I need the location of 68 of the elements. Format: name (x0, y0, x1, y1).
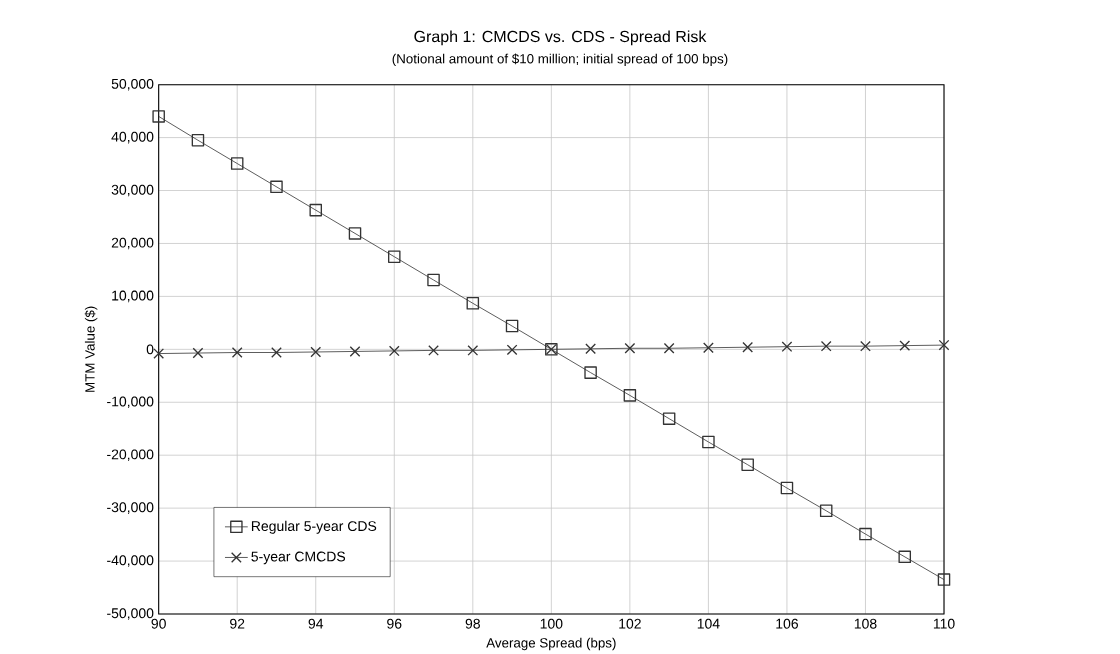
x-tick-label: 96 (387, 618, 402, 629)
point (270, 180, 283, 194)
point (702, 435, 715, 449)
legend-label: 5-year CMCDS (251, 551, 346, 565)
point (741, 458, 754, 471)
point (781, 341, 793, 353)
point (388, 250, 401, 263)
y-tick-label: 50,000 (111, 78, 154, 91)
point (938, 339, 950, 351)
point (860, 340, 871, 352)
point (388, 345, 400, 357)
point (192, 347, 204, 359)
point (231, 347, 243, 358)
x-tick-label: 108 (854, 618, 877, 629)
point (624, 342, 636, 354)
y-axis-title: MTM Value ($) (84, 306, 98, 392)
point (623, 389, 637, 402)
point (230, 157, 244, 170)
point (349, 346, 361, 357)
point (191, 133, 205, 147)
y-tick-label: 30,000 (111, 184, 154, 197)
x-tick-label: 102 (619, 618, 641, 629)
point (348, 227, 362, 240)
y-tick-label: -10,000 (107, 396, 154, 409)
point (859, 527, 872, 541)
point (703, 342, 714, 354)
point (152, 110, 165, 123)
point (467, 345, 479, 356)
point (819, 504, 833, 518)
x-tick-label: 98 (465, 618, 480, 629)
x-tick-label: 106 (776, 618, 798, 629)
point (780, 481, 794, 495)
y-tick-label: 40,000 (111, 131, 154, 144)
point (662, 412, 676, 425)
y-tick-label: 0 (146, 344, 154, 355)
point (505, 319, 519, 333)
x-tick-label: 92 (230, 618, 245, 629)
chart-title: Graph 1: CMCDS vs. CDS - Spread Risk (414, 30, 707, 46)
x-tick-label: 94 (308, 618, 324, 629)
y-tick-label: -30,000 (107, 502, 154, 514)
y-tick-label: -50,000 (107, 608, 154, 620)
legend-label: Regular 5-year CDS (251, 520, 377, 534)
point (309, 203, 323, 217)
y-tick-label: -20,000 (107, 449, 154, 461)
x-tick-label: 110 (933, 618, 955, 629)
y-tick-label: 10,000 (112, 290, 154, 303)
point (153, 348, 165, 359)
x-tick-label: 100 (540, 618, 563, 629)
y-tick-label: -40,000 (107, 555, 154, 567)
point (899, 340, 911, 352)
point (584, 366, 597, 379)
point (427, 273, 440, 287)
x-tick-label: 90 (151, 618, 166, 629)
x-axis-title: Average Spread (bps) (486, 637, 616, 651)
point (585, 343, 596, 355)
y-tick-label: 20,000 (111, 237, 154, 250)
point (428, 345, 439, 356)
point (820, 340, 832, 352)
chart-subtitle: (Notional amount of $10 million; initial spread of 100 bps) (392, 53, 728, 67)
point (310, 346, 322, 358)
point (506, 344, 518, 356)
point (271, 347, 282, 358)
point (898, 550, 912, 564)
x-tick-label: 104 (697, 618, 720, 629)
point (742, 341, 754, 353)
point (466, 297, 480, 310)
point (663, 342, 675, 354)
point (937, 573, 951, 586)
